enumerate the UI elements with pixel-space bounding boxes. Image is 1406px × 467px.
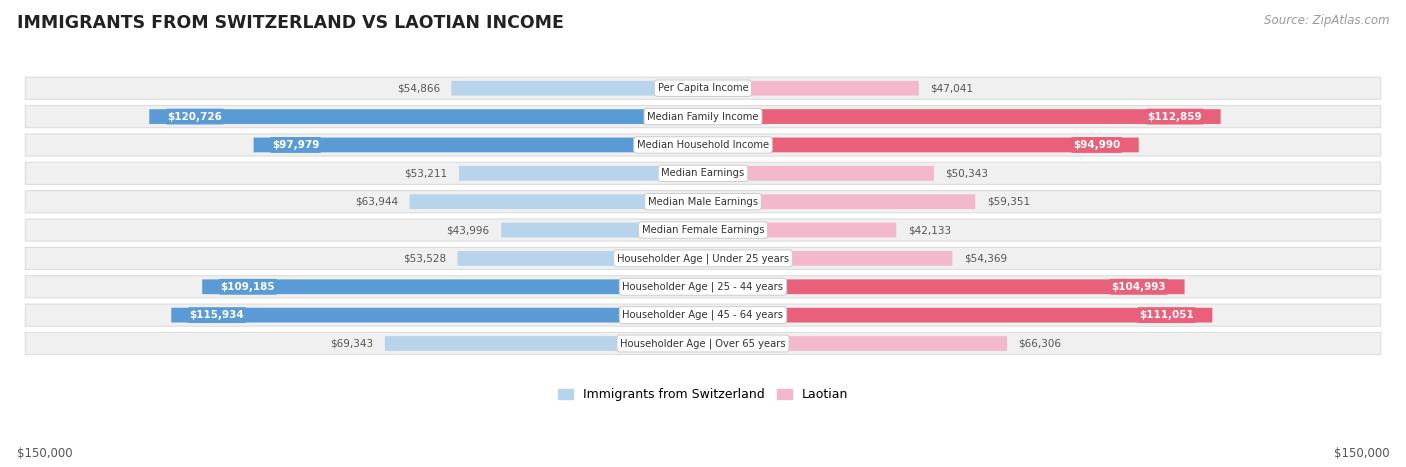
Text: $104,993: $104,993 xyxy=(1112,282,1166,292)
Text: Per Capita Income: Per Capita Income xyxy=(658,83,748,93)
FancyBboxPatch shape xyxy=(25,191,1381,213)
FancyBboxPatch shape xyxy=(703,194,976,209)
FancyBboxPatch shape xyxy=(253,138,703,152)
FancyBboxPatch shape xyxy=(25,134,1381,156)
Text: Median Family Income: Median Family Income xyxy=(647,112,759,121)
FancyBboxPatch shape xyxy=(703,109,1220,124)
FancyBboxPatch shape xyxy=(25,219,1381,241)
Text: $111,051: $111,051 xyxy=(1139,310,1194,320)
Text: $53,528: $53,528 xyxy=(404,254,446,263)
FancyBboxPatch shape xyxy=(25,162,1381,184)
Text: $54,369: $54,369 xyxy=(965,254,1007,263)
Text: $112,859: $112,859 xyxy=(1147,112,1202,121)
FancyBboxPatch shape xyxy=(25,248,1381,269)
Text: $66,306: $66,306 xyxy=(1018,339,1062,348)
Text: $47,041: $47,041 xyxy=(931,83,973,93)
Text: $120,726: $120,726 xyxy=(167,112,222,121)
Text: $42,133: $42,133 xyxy=(908,225,950,235)
Text: Source: ZipAtlas.com: Source: ZipAtlas.com xyxy=(1264,14,1389,27)
FancyBboxPatch shape xyxy=(703,223,896,237)
FancyBboxPatch shape xyxy=(458,166,703,181)
FancyBboxPatch shape xyxy=(501,223,703,237)
FancyBboxPatch shape xyxy=(703,279,1185,294)
FancyBboxPatch shape xyxy=(25,276,1381,298)
Text: $54,866: $54,866 xyxy=(396,83,440,93)
FancyBboxPatch shape xyxy=(457,251,703,266)
FancyBboxPatch shape xyxy=(703,81,918,96)
Legend: Immigrants from Switzerland, Laotian: Immigrants from Switzerland, Laotian xyxy=(553,383,853,406)
Text: Householder Age | 45 - 64 years: Householder Age | 45 - 64 years xyxy=(623,310,783,320)
Text: $109,185: $109,185 xyxy=(221,282,276,292)
Text: $94,990: $94,990 xyxy=(1073,140,1121,150)
Text: IMMIGRANTS FROM SWITZERLAND VS LAOTIAN INCOME: IMMIGRANTS FROM SWITZERLAND VS LAOTIAN I… xyxy=(17,14,564,32)
FancyBboxPatch shape xyxy=(703,251,952,266)
Text: $150,000: $150,000 xyxy=(1333,447,1389,460)
Text: Median Household Income: Median Household Income xyxy=(637,140,769,150)
FancyBboxPatch shape xyxy=(25,333,1381,354)
FancyBboxPatch shape xyxy=(202,279,703,294)
Text: $53,211: $53,211 xyxy=(405,168,447,178)
FancyBboxPatch shape xyxy=(703,308,1212,323)
Text: $115,934: $115,934 xyxy=(190,310,245,320)
Text: Median Female Earnings: Median Female Earnings xyxy=(641,225,765,235)
FancyBboxPatch shape xyxy=(409,194,703,209)
Text: Median Earnings: Median Earnings xyxy=(661,168,745,178)
Text: $97,979: $97,979 xyxy=(271,140,319,150)
Text: Householder Age | Under 25 years: Householder Age | Under 25 years xyxy=(617,253,789,264)
Text: Householder Age | 25 - 44 years: Householder Age | 25 - 44 years xyxy=(623,282,783,292)
Text: Householder Age | Over 65 years: Householder Age | Over 65 years xyxy=(620,338,786,349)
Text: Median Male Earnings: Median Male Earnings xyxy=(648,197,758,207)
FancyBboxPatch shape xyxy=(25,304,1381,326)
FancyBboxPatch shape xyxy=(385,336,703,351)
FancyBboxPatch shape xyxy=(25,77,1381,99)
FancyBboxPatch shape xyxy=(703,166,934,181)
Text: $69,343: $69,343 xyxy=(330,339,374,348)
Text: $59,351: $59,351 xyxy=(987,197,1029,207)
FancyBboxPatch shape xyxy=(703,138,1139,152)
FancyBboxPatch shape xyxy=(149,109,703,124)
Text: $50,343: $50,343 xyxy=(945,168,988,178)
FancyBboxPatch shape xyxy=(703,336,1007,351)
Text: $150,000: $150,000 xyxy=(17,447,73,460)
Text: $43,996: $43,996 xyxy=(447,225,489,235)
Text: $63,944: $63,944 xyxy=(356,197,398,207)
FancyBboxPatch shape xyxy=(172,308,703,323)
FancyBboxPatch shape xyxy=(25,106,1381,127)
FancyBboxPatch shape xyxy=(451,81,703,96)
